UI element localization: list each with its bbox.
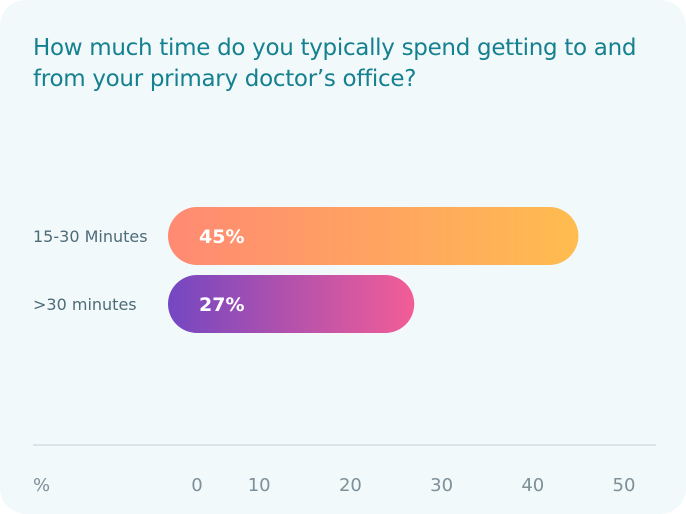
category-label: >30 minutes (33, 295, 137, 314)
value-label: 27% (199, 294, 244, 316)
x-tick-label: 30 (430, 475, 453, 496)
x-tick-label: 20 (339, 475, 362, 496)
x-tick-label: 0 (191, 475, 202, 496)
category-label: 15-30 Minutes (33, 227, 148, 246)
x-tick-label: 40 (521, 475, 544, 496)
x-tick-label: 50 (613, 475, 636, 496)
bar-0 (168, 207, 579, 265)
bar-1 (168, 275, 415, 333)
x-tick-label: 10 (248, 475, 271, 496)
x-axis-unit-label: % (33, 475, 50, 496)
chart-title: How much time do you typically spend get… (33, 35, 637, 92)
value-label: 45% (199, 226, 244, 248)
